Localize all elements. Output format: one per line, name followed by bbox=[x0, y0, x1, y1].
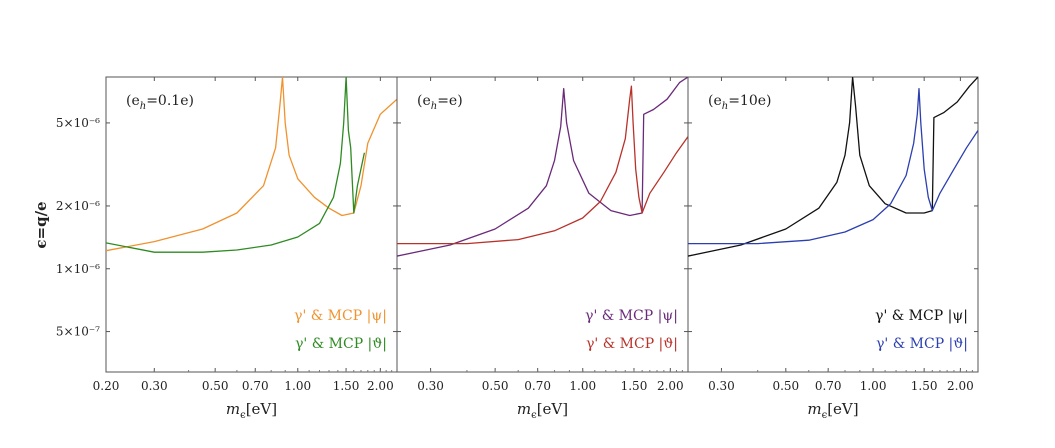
x-tick-label: 1.00 bbox=[860, 379, 887, 393]
plot-frame bbox=[105, 76, 398, 373]
legend-entry-2: γ' & MCP |ϑ| bbox=[876, 336, 968, 352]
x-tick-label: 0.30 bbox=[417, 379, 444, 393]
x-tick-label: 2.00 bbox=[947, 379, 974, 393]
x-axis-label: mϵ[eV] bbox=[226, 400, 277, 421]
x-tick-label: 1.00 bbox=[569, 379, 596, 393]
legend-entry-2: γ' & MCP |ϑ| bbox=[295, 336, 387, 352]
x-tick-label: 1.00 bbox=[284, 379, 311, 393]
x-tick-label: 0.50 bbox=[482, 379, 509, 393]
series-line-2 bbox=[397, 85, 688, 245]
x-tick-label: 2.00 bbox=[367, 379, 394, 393]
x-tick-label: 0.30 bbox=[141, 379, 168, 393]
series-line-1 bbox=[688, 77, 978, 257]
y-tick-label: 1×10⁻⁶ bbox=[56, 262, 100, 276]
series-line-1 bbox=[106, 77, 397, 252]
panel-3: 0.30 0.50 0.70 1.00 1.50 2.00 (eh=10e) γ' & MCP… bbox=[687, 76, 979, 421]
series-line-2 bbox=[106, 77, 366, 253]
legend-entry-1: γ' & MCP |ψ| bbox=[875, 308, 968, 324]
legend-entry-1: γ' & MCP |ψ| bbox=[294, 308, 387, 324]
x-tick-label: 0.50 bbox=[772, 379, 799, 393]
panel-label: (eh=10e) bbox=[708, 93, 772, 112]
curves bbox=[688, 77, 978, 257]
x-tick-label: 0.20 bbox=[93, 379, 120, 393]
y-tick-label: 2×10⁻⁶ bbox=[56, 199, 100, 213]
curves bbox=[106, 77, 397, 253]
curves bbox=[397, 77, 688, 257]
x-tick-label: 0.70 bbox=[524, 379, 551, 393]
y-tick-label: 5×10⁻⁷ bbox=[56, 325, 100, 339]
panel-label: (eh=0.1e) bbox=[126, 93, 194, 112]
y-axis-label: ϵ=q/e bbox=[32, 201, 50, 248]
x-tick-label: 1.50 bbox=[621, 379, 648, 393]
panel-2: 0.30 0.50 0.70 1.00 1.50 2.00 (eh=e) γ' & MCP |… bbox=[396, 76, 689, 421]
legend-entry-1: γ' & MCP |ψ| bbox=[585, 308, 678, 324]
series-line-2 bbox=[688, 87, 978, 245]
x-tick-label: 1.50 bbox=[333, 379, 360, 393]
x-tick-label: 2.00 bbox=[657, 379, 684, 393]
x-tick-label: 0.50 bbox=[202, 379, 229, 393]
series-line-1 bbox=[397, 77, 688, 257]
x-tick-label: 0.30 bbox=[708, 379, 735, 393]
legend-entry-2: γ' & MCP |ϑ| bbox=[586, 336, 678, 352]
panel-1: 0.20 0.30 0.50 0.70 1.00 1.50 2.00 5×10⁻⁷ 1×10⁻⁶… bbox=[56, 76, 398, 421]
plot-frame bbox=[687, 76, 979, 373]
y-tick-label: 5×10⁻⁶ bbox=[56, 116, 100, 130]
panel-label: (eh=e) bbox=[417, 93, 463, 112]
plot-frame bbox=[396, 76, 689, 373]
x-tick-label: 1.50 bbox=[911, 379, 938, 393]
x-axis-label: mϵ[eV] bbox=[807, 400, 858, 421]
x-axis-label: mϵ[eV] bbox=[517, 400, 568, 421]
x-tick-label: 0.70 bbox=[242, 379, 269, 393]
x-tick-label: 0.70 bbox=[815, 379, 842, 393]
